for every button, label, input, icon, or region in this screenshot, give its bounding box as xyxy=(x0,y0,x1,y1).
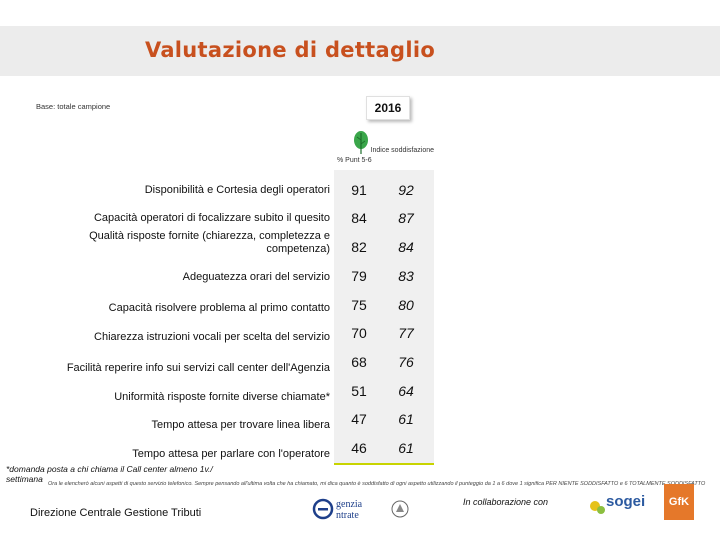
row-index: 83 xyxy=(398,268,414,284)
agency-line1: genzia xyxy=(336,499,363,510)
row-pct: 68 xyxy=(351,354,367,370)
row-label: Disponibilità e Cortesia degli operatori xyxy=(144,184,330,196)
question-description-text: Ora le elencherò alcuni aspetti di quest… xyxy=(48,481,545,487)
row-pct: 91 xyxy=(351,182,367,198)
column-header-pct: % Punt 5-6 xyxy=(337,157,372,164)
footnote: *domanda posta a chi chiama il Call cent… xyxy=(6,464,213,484)
agency-line2: ntrate xyxy=(336,510,359,521)
row-index: 61 xyxy=(398,411,414,427)
row-index: 76 xyxy=(398,354,414,370)
question-description-tail: PER NIENTE SODDISFATTO e 6 TOTALMENTE SO… xyxy=(545,481,706,487)
column-header-index: Indice soddisfazione xyxy=(370,147,434,154)
department-label: Direzione Centrale Gestione Tributi xyxy=(30,507,202,519)
row-label: Uniformità risposte fornite diverse chia… xyxy=(114,391,330,403)
row-index: 92 xyxy=(398,182,414,198)
row-label: Adeguatezza orari del servizio xyxy=(182,271,330,283)
row-label: Facilità reperire info sui servizi call … xyxy=(66,362,330,374)
row-label: Tempo attesa per parlare con l'operatore xyxy=(132,448,330,460)
row-index: 77 xyxy=(398,325,414,341)
data-panel xyxy=(334,170,434,465)
row-label: Qualità risposte fornite (chiarezza, com… xyxy=(89,230,330,255)
row-pct: 51 xyxy=(351,383,367,399)
row-index: 61 xyxy=(398,440,414,456)
collaboration-label: In collaborazione con xyxy=(463,497,549,507)
base-label: Base: totale campione xyxy=(36,102,111,111)
page-title: Valutazione di dettaglio xyxy=(144,38,436,62)
sogei-text: sogei xyxy=(606,493,645,510)
row-label: Capacità operatori di focalizzare subito… xyxy=(93,212,330,224)
gfk-logo: GfK xyxy=(664,484,694,520)
year-badge: 2016 xyxy=(366,96,410,120)
row-pct: 82 xyxy=(351,239,367,255)
question-description: Ora le elencherò alcuni aspetti di quest… xyxy=(48,480,710,488)
row-pct: 75 xyxy=(351,297,367,313)
row-index: 80 xyxy=(398,297,414,313)
row-index: 84 xyxy=(398,239,414,255)
row-label: Chiarezza istruzioni vocali per scelta d… xyxy=(94,331,330,343)
row-pct: 46 xyxy=(351,440,367,456)
agenzia-entrate-logo: genzia ntrate xyxy=(312,498,409,521)
row-pct: 47 xyxy=(351,411,367,427)
row-pct: 84 xyxy=(351,210,367,226)
row-pct: 70 xyxy=(351,325,367,341)
sogei-logo: sogei xyxy=(590,493,645,514)
row-index: 87 xyxy=(398,210,414,226)
leaf-icon xyxy=(354,131,368,154)
row-label: Capacità risolvere problema al primo con… xyxy=(108,302,330,314)
row-label: Tempo attesa per trovare linea libera xyxy=(151,419,330,431)
row-pct: 79 xyxy=(351,268,367,284)
header-band xyxy=(0,26,720,76)
row-index: 64 xyxy=(398,383,414,399)
